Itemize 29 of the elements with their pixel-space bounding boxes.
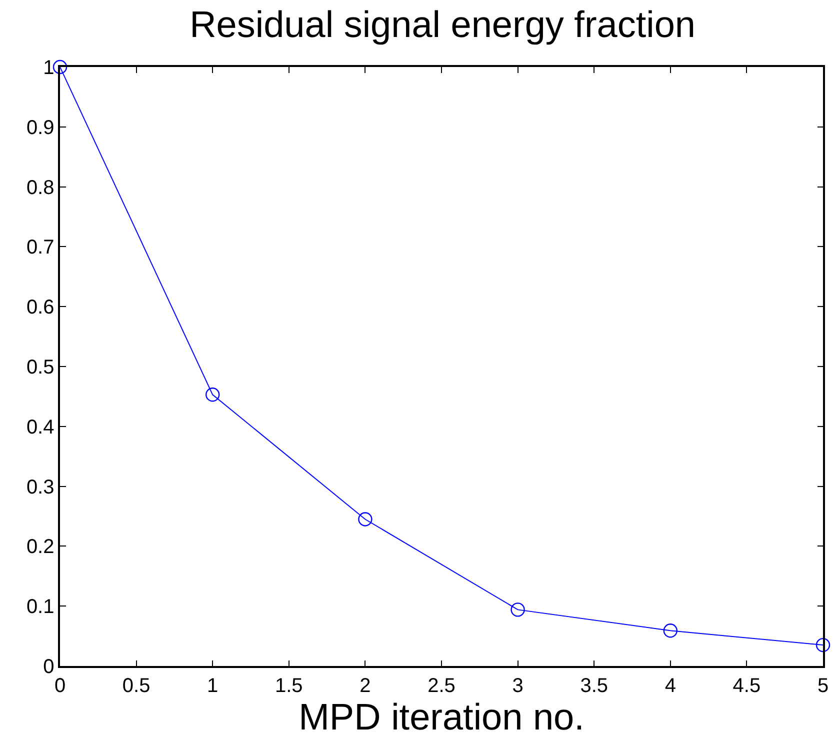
x-axis-title: MPD iteration no. xyxy=(298,696,584,738)
x-tick-label: 5 xyxy=(817,674,829,697)
x-tick-label: 2.5 xyxy=(428,674,456,697)
y-tick-label: 0.3 xyxy=(26,476,54,498)
chart-title: Residual signal energy fraction xyxy=(190,4,696,46)
point xyxy=(52,60,68,74)
y-tick-label: 1 xyxy=(43,57,54,79)
point xyxy=(663,624,678,638)
point xyxy=(510,602,525,617)
point xyxy=(206,388,220,402)
x-tick-label: 0.5 xyxy=(122,674,150,697)
y-tick-label: 0.1 xyxy=(26,596,54,618)
y-tick-label: 0.2 xyxy=(26,536,54,558)
point xyxy=(358,512,372,526)
y-tick-label: 0.5 xyxy=(26,356,54,378)
x-tick-label: 1 xyxy=(207,674,218,697)
point xyxy=(816,638,830,652)
y-tick-label: 0.7 xyxy=(26,236,54,259)
y-tick-label: 0.4 xyxy=(26,416,54,438)
x-tick-label: 1.5 xyxy=(274,674,303,697)
y-tick-label: 0.6 xyxy=(26,296,54,319)
y-tick-label: 0.8 xyxy=(26,176,54,199)
y-tick-label: 0 xyxy=(43,656,54,678)
x-tick-label: 4 xyxy=(664,674,676,697)
x-tick-label: 3 xyxy=(512,674,524,697)
x-tick-label: 4.5 xyxy=(732,674,761,697)
x-tick-label: 3.5 xyxy=(580,674,608,697)
x-tick-label: 2 xyxy=(360,674,371,697)
y-tick-label: 0.9 xyxy=(26,116,54,139)
